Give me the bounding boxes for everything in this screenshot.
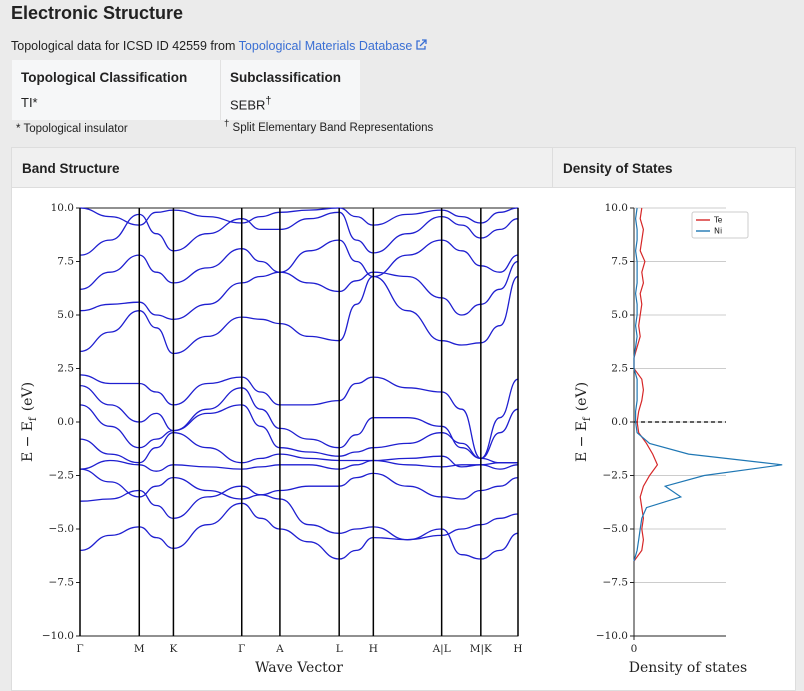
x-tick-label: A|L [432, 643, 451, 656]
x-axis-label: Wave Vector [255, 660, 343, 676]
x-tick-label: H [513, 643, 522, 655]
footnote-text: Split Elementary Band Representations [232, 121, 434, 134]
x-tick-label: 0 [631, 643, 638, 655]
subclass-text: SEBR [230, 97, 266, 113]
y-tick-label: 10.0 [51, 202, 74, 214]
plot-frame [79, 207, 519, 637]
footnote: † Split Elementary Band Representations [224, 118, 433, 134]
x-tick-label: Γ [238, 643, 245, 655]
band-line [79, 211, 519, 256]
chart-panel: Band Structure Density of States [11, 147, 796, 691]
y-label-main: E − E [574, 421, 590, 462]
classification-box [12, 60, 360, 120]
band-line [79, 459, 519, 472]
y-tick-label: 0.0 [611, 416, 628, 428]
y-axis-label: E − Ef (eV) [574, 382, 593, 462]
x-tick-label: A [275, 643, 284, 655]
source-link[interactable]: Topological Materials Database [238, 39, 413, 53]
y-tick-label: −10.0 [42, 630, 74, 642]
x-tick-label: Γ [76, 643, 83, 655]
header-divider [552, 148, 553, 188]
cell-divider [220, 60, 221, 120]
subclass-mark: † [265, 95, 272, 107]
footnote-mark: † [224, 118, 230, 129]
band-line [79, 485, 519, 541]
dos-line [633, 207, 783, 562]
y-tick-label: 2.5 [57, 363, 74, 375]
panel-title: Density of States [563, 161, 673, 176]
y-tick-label: 0.0 [57, 416, 74, 428]
page-title: Electronic Structure [11, 3, 184, 23]
x-tick-label: H [369, 643, 378, 655]
y-tick-label: 5.0 [611, 309, 628, 321]
y-tick-label: 7.5 [57, 256, 74, 268]
dos-line [633, 207, 659, 562]
band-line [79, 468, 519, 500]
band-line [79, 374, 519, 460]
y-tick-label: 5.0 [57, 309, 74, 321]
y-axis-label: E − Ef (eV) [20, 382, 39, 462]
subclassification-value: SEBR† [230, 95, 271, 112]
y-tick-label: −5.0 [603, 523, 629, 535]
y-label-unit: (eV) [574, 382, 590, 411]
panel-header: Band Structure Density of States [12, 148, 795, 188]
y-tick-label: 2.5 [611, 363, 628, 375]
band-line [79, 404, 518, 464]
band-line [79, 275, 519, 355]
band-line [79, 384, 519, 460]
source-line: Topological data for ICSD ID 42559 from … [11, 39, 428, 53]
band-line [79, 207, 519, 226]
band-line [79, 432, 518, 468]
y-label-sub: f [28, 416, 39, 421]
y-tick-label: −2.5 [49, 470, 75, 482]
panel-title: Band Structure [22, 161, 120, 176]
footnote: * Topological insulator [16, 123, 128, 135]
x-tick-label: M|K [470, 643, 492, 656]
x-axis-label: Density of states [629, 660, 748, 676]
external-link-icon [416, 39, 428, 50]
classification-header: Topological Classification [21, 70, 188, 85]
band-line [79, 260, 519, 320]
source-text: Topological data for ICSD ID 42559 from [11, 39, 236, 53]
y-label-sub: f [582, 416, 593, 421]
y-tick-label: −2.5 [603, 470, 629, 482]
y-tick-label: 10.0 [605, 202, 628, 214]
y-tick-label: −7.5 [49, 577, 75, 589]
band-line [79, 239, 519, 290]
y-tick-label: 7.5 [611, 256, 628, 268]
y-tick-label: −10.0 [596, 630, 628, 642]
x-tick-label: K [169, 643, 177, 655]
y-tick-label: −5.0 [49, 523, 75, 535]
x-tick-label: M [134, 643, 145, 655]
legend-label: Ni [714, 227, 722, 236]
subclassification-header: Subclassification [230, 70, 342, 85]
band-line [79, 502, 519, 560]
y-label-main: E − E [20, 421, 36, 462]
legend-label: Te [713, 216, 723, 225]
y-label-unit: (eV) [20, 382, 36, 411]
classification-value: TI* [21, 95, 38, 110]
y-tick-label: −7.5 [603, 577, 629, 589]
x-tick-label: L [336, 643, 343, 655]
